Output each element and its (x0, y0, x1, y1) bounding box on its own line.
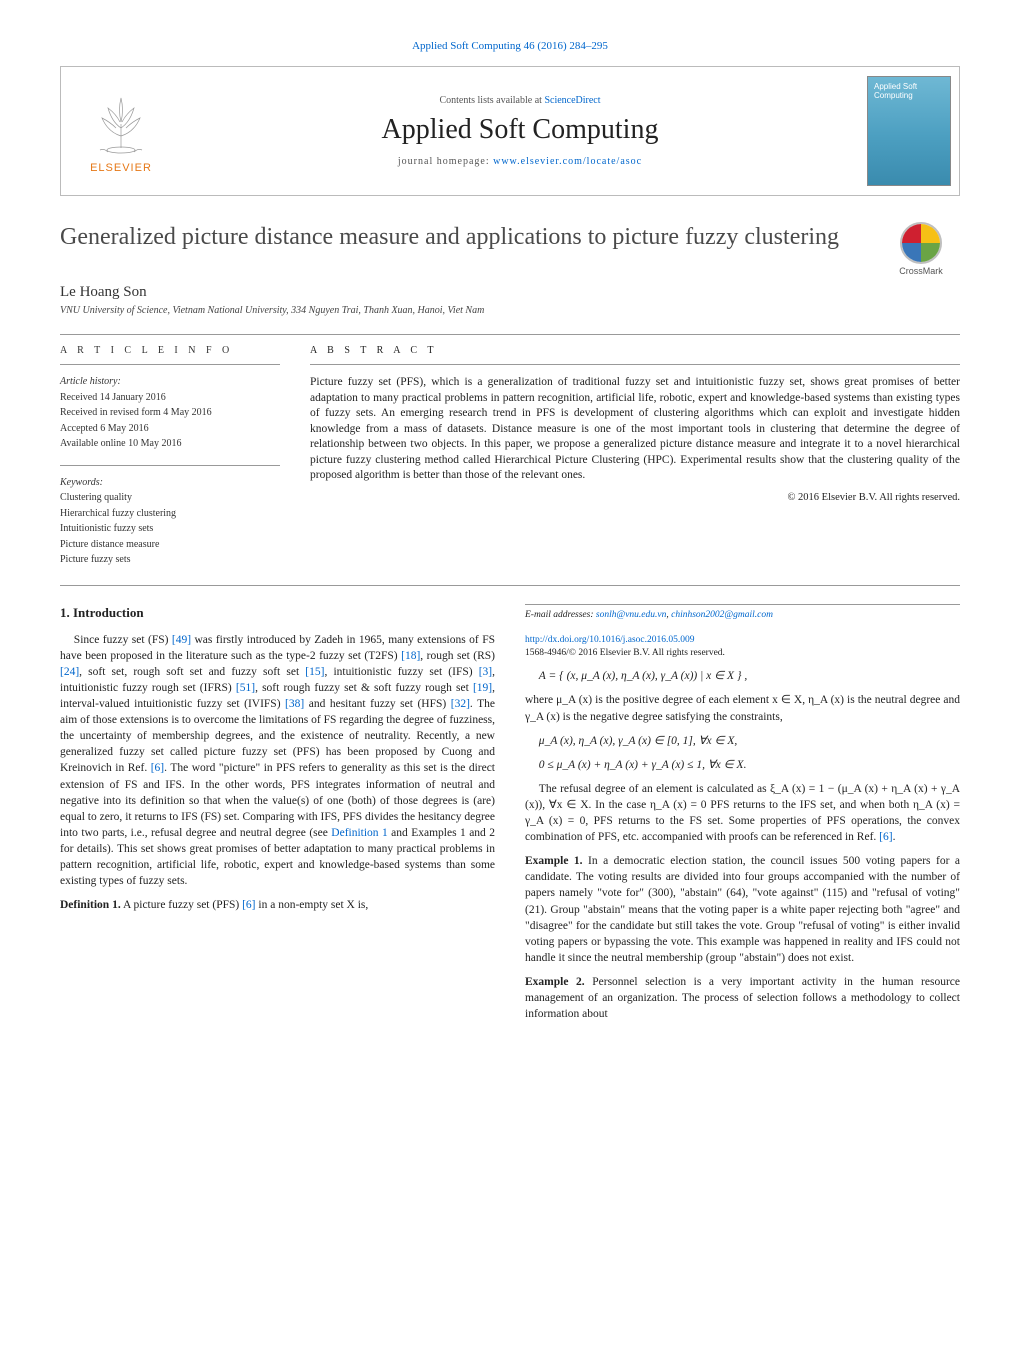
crossmark-badge[interactable]: CrossMark (882, 222, 960, 276)
sciencedirect-link[interactable]: ScienceDirect (544, 95, 600, 106)
equation: 0 ≤ μ_A (x) + η_A (x) + γ_A (x) ≤ 1, ∀x … (539, 757, 960, 773)
ref-link[interactable]: [19] (473, 682, 492, 694)
contents-line: Contents lists available at ScienceDirec… (439, 95, 600, 106)
body-para: Since fuzzy set (FS) [49] was firstly in… (60, 632, 495, 890)
rule-abs (310, 364, 960, 365)
ref-link[interactable]: [38] (285, 698, 304, 710)
elsevier-wordmark: ELSEVIER (90, 162, 152, 174)
header-center: Contents lists available at ScienceDirec… (181, 67, 859, 195)
keywords-block: Keywords: Clustering quality Hierarchica… (60, 465, 280, 567)
elsevier-tree-icon (86, 88, 156, 158)
abstract-block: A B S T R A C T Picture fuzzy set (PFS),… (310, 345, 960, 569)
publisher-logo-box: ELSEVIER (61, 67, 181, 195)
rule-bottom (60, 585, 960, 586)
homepage-label: journal homepage: (398, 156, 493, 167)
cover-title: Applied Soft Computing (874, 83, 944, 101)
body-para: where μ_A (x) is the positive degree of … (525, 692, 960, 724)
doi-link[interactable]: http://dx.doi.org/10.1016/j.asoc.2016.05… (525, 635, 695, 645)
ref-link[interactable]: [6] (151, 762, 164, 774)
rule-top (60, 334, 960, 335)
contents-label: Contents lists available at (439, 95, 544, 106)
abstract-copyright: © 2016 Elsevier B.V. All rights reserved… (310, 492, 960, 503)
keyword: Hierarchical fuzzy clustering (60, 507, 280, 521)
ref-link[interactable]: [3] (479, 666, 492, 678)
text-run: and hesitant fuzzy set (HFS) (304, 698, 451, 710)
keywords-label: Keywords: (60, 476, 280, 490)
history-received: Received 14 January 2016 (60, 391, 280, 405)
ref-link[interactable]: [6] (879, 831, 892, 843)
paper-title: Generalized picture distance measure and… (60, 222, 862, 252)
meta-row: A R T I C L E I N F O Article history: R… (60, 345, 960, 569)
cover-box: Applied Soft Computing (859, 67, 959, 195)
affiliation: VNU University of Science, Vietnam Natio… (60, 305, 960, 316)
keyword: Picture fuzzy sets (60, 553, 280, 567)
section-heading: 1. Introduction (60, 604, 495, 622)
abstract-heading: A B S T R A C T (310, 345, 960, 356)
journal-header: ELSEVIER Contents lists available at Sci… (60, 66, 960, 196)
email-label: E-mail addresses: (525, 610, 596, 620)
abstract-text: Picture fuzzy set (PFS), which is a gene… (310, 375, 960, 484)
text-run: , rough set (RS) (420, 650, 495, 662)
body-para: The refusal degree of an element is calc… (525, 781, 960, 845)
crossmark-icon (900, 222, 942, 264)
ref-link[interactable]: [51] (236, 682, 255, 694)
journal-title: Applied Soft Computing (382, 114, 659, 146)
example-label: Example 2. (525, 976, 585, 988)
history-label: Article history: (60, 375, 280, 389)
keyword: Clustering quality (60, 491, 280, 505)
title-row: Generalized picture distance measure and… (60, 222, 960, 276)
citation-link[interactable]: Applied Soft Computing 46 (2016) 284–295 (412, 40, 608, 52)
text-run: Personnel selection is a very important … (525, 976, 960, 1020)
article-info-heading: A R T I C L E I N F O (60, 345, 280, 356)
text-run: , soft set, rough soft set and fuzzy sof… (79, 666, 305, 678)
email-link[interactable]: chinhson2002@gmail.com (671, 610, 773, 620)
homepage-line: journal homepage: www.elsevier.com/locat… (398, 156, 642, 167)
ref-link[interactable]: [15] (305, 666, 324, 678)
example-para: Example 2. Personnel selection is a very… (525, 974, 960, 1022)
rule-info (60, 364, 280, 365)
article-info: A R T I C L E I N F O Article history: R… (60, 345, 280, 569)
journal-cover-thumb: Applied Soft Computing (867, 76, 951, 186)
footnote-block: E-mail addresses: sonlh@vnu.edu.vn, chin… (525, 604, 960, 661)
text-run: , intuitionistic fuzzy set (IFS) (324, 666, 478, 678)
text-run: A picture fuzzy set (PFS) (123, 899, 242, 911)
example-label: Example 1. (525, 855, 583, 867)
equation: μ_A (x), η_A (x), γ_A (x) ∈ [0, 1], ∀x ∈… (539, 733, 960, 749)
definition-link[interactable]: Definition 1 (331, 827, 387, 839)
text-run: In a democratic election station, the co… (525, 855, 960, 964)
body-columns: 1. Introduction Since fuzzy set (FS) [49… (60, 604, 960, 1023)
email-link[interactable]: sonlh@vnu.edu.vn (596, 610, 666, 620)
text-run: . (893, 831, 896, 843)
citation-header: Applied Soft Computing 46 (2016) 284–295 (60, 40, 960, 52)
keyword: Intuitionistic fuzzy sets (60, 522, 280, 536)
text-run: Since fuzzy set (FS) (74, 634, 172, 646)
text-run: , soft rough fuzzy set & soft fuzzy roug… (255, 682, 473, 694)
email-footnote: E-mail addresses: sonlh@vnu.edu.vn, chin… (525, 604, 960, 622)
definition-label: Definition 1. (60, 899, 121, 911)
history-online: Available online 10 May 2016 (60, 437, 280, 451)
ref-link[interactable]: [18] (401, 650, 420, 662)
example-para: Example 1. In a democratic election stat… (525, 853, 960, 966)
history-accepted: Accepted 6 May 2016 (60, 422, 280, 436)
doi-block: http://dx.doi.org/10.1016/j.asoc.2016.05… (525, 634, 960, 661)
rule-kw (60, 465, 280, 466)
issn-line: 1568-4946/© 2016 Elsevier B.V. All right… (525, 648, 725, 658)
crossmark-label: CrossMark (899, 266, 943, 276)
ref-link[interactable]: [32] (451, 698, 470, 710)
definition-para: Definition 1. A picture fuzzy set (PFS) … (60, 897, 495, 913)
author: Le Hoang Son (60, 284, 960, 301)
history-revised: Received in revised form 4 May 2016 (60, 406, 280, 420)
homepage-url[interactable]: www.elsevier.com/locate/asoc (493, 156, 642, 167)
text-run: in a non-empty set X is, (256, 899, 369, 911)
keyword: Picture distance measure (60, 538, 280, 552)
ref-link[interactable]: [6] (242, 899, 255, 911)
ref-link[interactable]: [24] (60, 666, 79, 678)
ref-link[interactable]: [49] (172, 634, 191, 646)
equation: A = { (x, μ_A (x), η_A (x), γ_A (x)) | x… (539, 668, 960, 684)
